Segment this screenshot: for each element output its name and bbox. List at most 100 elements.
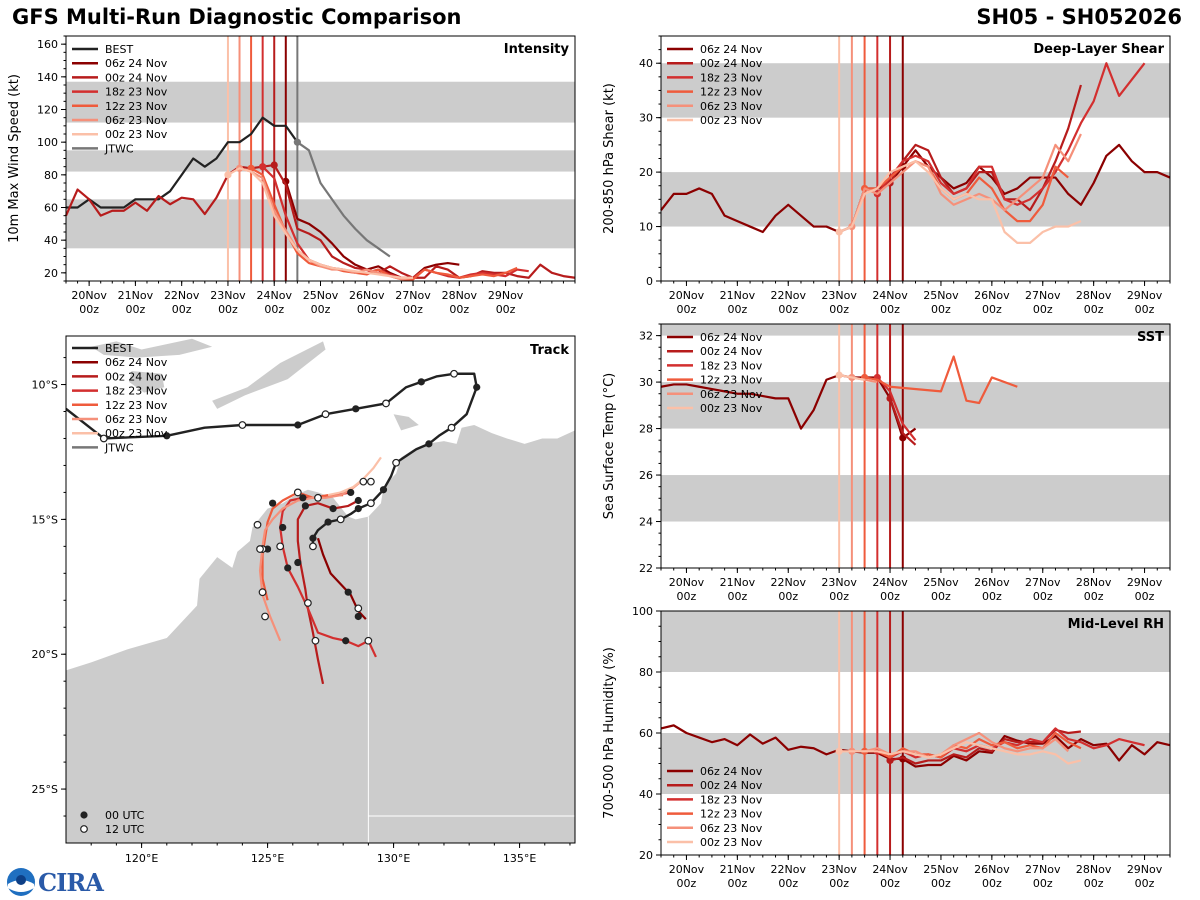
track-marker-12utc xyxy=(314,493,322,502)
track-marker-12utc xyxy=(253,520,262,529)
x-tick-label: 25Nov xyxy=(923,576,959,589)
series-line-12z-23-nov xyxy=(864,355,1018,405)
track-marker-00utc xyxy=(309,534,317,542)
track-marker-12utc xyxy=(99,434,108,443)
track-marker-12utc xyxy=(364,636,373,645)
island xyxy=(549,478,565,501)
y-tick-label: 20 xyxy=(639,849,653,862)
x-tick-label: 28Nov xyxy=(442,289,478,302)
x-tick-label: 00z xyxy=(778,303,798,316)
track-marker-00utc xyxy=(299,494,307,502)
track-marker-00utc xyxy=(342,637,350,645)
x-tick-label: 23Nov xyxy=(821,576,857,589)
x-tick-label: 00z xyxy=(1135,877,1155,890)
axes-frame xyxy=(65,335,576,844)
cira-logo xyxy=(7,868,35,896)
y-tick-label: 15°S xyxy=(32,513,58,526)
x-tick-label: 20Nov xyxy=(669,576,705,589)
x-tick-label: 20Nov xyxy=(669,289,705,302)
legend-label: BEST xyxy=(105,43,133,56)
series-dot xyxy=(886,756,894,765)
y-tick-label: 80 xyxy=(639,666,653,679)
series-line-00z-23-nov xyxy=(227,167,414,279)
series-line-18z-23-nov xyxy=(876,62,1146,206)
y-tick-label: 0 xyxy=(646,275,653,288)
track-marker-00utc xyxy=(294,558,302,567)
legend-label: 12z 23 Nov xyxy=(105,399,168,412)
track-marker-12utc xyxy=(366,499,375,508)
y-tick-label: 160 xyxy=(37,38,58,51)
threshold-band xyxy=(66,81,575,123)
track-marker-00utc xyxy=(279,523,287,532)
x-tick-label: 23Nov xyxy=(821,289,857,302)
y-axis-label: 200-850 hPa Shear (kt) xyxy=(602,83,617,234)
x-tick-label: 00z xyxy=(829,303,849,316)
track-marker-00utc xyxy=(294,421,302,429)
series-line-00z-24-nov xyxy=(889,84,1082,212)
x-tick-label: 00z xyxy=(1084,303,1104,316)
page-title: GFS Multi-Run Diagnostic Comparison xyxy=(12,5,462,29)
series-line-best xyxy=(66,116,299,209)
track-marker-12utc xyxy=(359,477,368,486)
x-tick-label: 29Nov xyxy=(1127,289,1163,302)
x-tick-label: 00z xyxy=(1084,877,1104,890)
marker-legend-label: 12 UTC xyxy=(105,823,145,836)
legend-label: 06z 24 Nov xyxy=(700,43,763,56)
track-marker-12utc xyxy=(261,612,269,621)
track-marker-00utc xyxy=(379,486,388,494)
x-tick-label: 00z xyxy=(727,303,747,316)
track-marker-00utc xyxy=(163,432,171,440)
legend-label: JTWC xyxy=(104,441,134,454)
series-line-06z-24-nov xyxy=(284,181,460,279)
rh-panel: 2040608010020Nov00z21Nov00z22Nov00z23Nov… xyxy=(602,605,1171,890)
y-tick-label: 80 xyxy=(44,169,58,182)
track-marker-12utc xyxy=(366,477,375,486)
legend-label: 00z 23 Nov xyxy=(700,114,763,127)
x-tick-label: 00z xyxy=(829,877,849,890)
legend-label: 00z 24 Nov xyxy=(105,71,168,84)
legend-label: 12z 23 Nov xyxy=(700,374,763,387)
threshold-band xyxy=(661,63,1170,118)
threshold-band xyxy=(661,172,1170,227)
x-tick-label: 00z xyxy=(218,303,238,316)
series-line-00z-23-nov xyxy=(839,741,1082,765)
x-tick-label: 25Nov xyxy=(303,289,339,302)
x-tick-label: 23Nov xyxy=(210,289,246,302)
y-tick-label: 40 xyxy=(639,57,653,70)
legend-label: 00z 23 Nov xyxy=(700,836,763,849)
y-tick-label: 24 xyxy=(639,516,653,529)
series-line-00z-23-nov xyxy=(838,160,1082,244)
y-tick-label: 120 xyxy=(37,104,58,117)
series-dot xyxy=(835,228,843,236)
track-marker-00utc xyxy=(269,499,277,507)
x-tick-label: 00z xyxy=(1135,303,1155,316)
x-tick-label: 135°E xyxy=(503,852,536,865)
legend-label: JTWC xyxy=(104,142,134,155)
legend-label: 12z 23 Nov xyxy=(700,86,763,99)
x-tick-label: 00z xyxy=(677,590,697,603)
legend-label: 00z 23 Nov xyxy=(700,402,763,415)
series-line-06z-24-nov xyxy=(660,724,1171,768)
series-dot xyxy=(270,161,278,169)
y-tick-label: 20°S xyxy=(32,648,58,661)
y-tick-label: 40 xyxy=(639,788,653,801)
x-tick-label: 00z xyxy=(880,303,900,316)
track-marker-00utc xyxy=(352,405,360,413)
x-tick-label: 22Nov xyxy=(771,289,807,302)
series-line-06z-23-nov xyxy=(850,133,1082,227)
threshold-band xyxy=(66,150,575,172)
series-line-jtwc xyxy=(296,141,391,258)
x-tick-label: 00z xyxy=(449,303,469,316)
track-marker-00utc xyxy=(344,588,352,596)
x-tick-label: 25Nov xyxy=(923,289,959,302)
legend-label: 00z 23 Nov xyxy=(105,427,168,440)
x-tick-label: 24Nov xyxy=(872,863,908,876)
x-tick-label: 00z xyxy=(126,303,146,316)
track-marker-12utc xyxy=(336,515,345,524)
x-tick-label: 20Nov xyxy=(71,289,107,302)
legend-label: 06z 24 Nov xyxy=(700,765,763,778)
x-tick-label: 21Nov xyxy=(720,576,756,589)
y-tick-label: 26 xyxy=(639,469,653,482)
x-tick-label: 00z xyxy=(1033,590,1053,603)
series-line-12z-23-nov xyxy=(250,167,518,281)
